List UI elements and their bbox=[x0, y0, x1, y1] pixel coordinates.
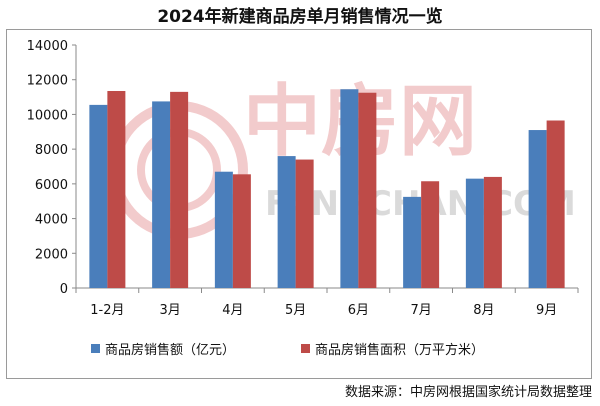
bar-series-2 bbox=[107, 90, 126, 288]
y-tick-label: 10000 bbox=[27, 108, 68, 123]
legend-swatch bbox=[301, 344, 310, 353]
chart-title: 2024年新建商品房单月销售情况一览 bbox=[157, 7, 443, 27]
bar-chart: 中房网FANGCHAN.COM 020004000600080001000012… bbox=[27, 39, 579, 358]
y-axis: 0 2000 4000 6000 8000 10000 12000 14000 bbox=[27, 39, 77, 297]
bar-series-1 bbox=[152, 101, 171, 289]
bar-series-1 bbox=[340, 89, 359, 288]
y-tick-label: 6000 bbox=[35, 178, 68, 193]
bar-series-2 bbox=[232, 174, 251, 288]
x-tick-label: 6月 bbox=[348, 303, 369, 318]
x-axis: 1-2月 3月 4月 5月 6月 7月 8月 9月 bbox=[75, 287, 579, 318]
x-tick-label: 4月 bbox=[222, 303, 243, 318]
legend: 商品房销售额（亿元） 商品房销售面积（万平方米） bbox=[91, 342, 484, 358]
bar-series-1 bbox=[465, 178, 484, 288]
chart-area: 中房网FANGCHAN.COM 020004000600080001000012… bbox=[6, 29, 592, 379]
legend-label: 商品房销售面积（万平方米） bbox=[315, 342, 484, 358]
x-tick-label: 5月 bbox=[285, 303, 306, 318]
bar-series-1 bbox=[89, 104, 108, 288]
bars bbox=[89, 89, 565, 289]
y-tick-label: 12000 bbox=[27, 74, 68, 89]
x-tick-label: 8月 bbox=[473, 303, 494, 318]
bar-series-2 bbox=[421, 181, 440, 288]
bar-series-2 bbox=[358, 92, 377, 288]
bar-series-2 bbox=[170, 91, 189, 288]
x-tick-label: 7月 bbox=[410, 303, 431, 318]
y-tick-label: 8000 bbox=[35, 143, 68, 158]
y-tick-label: 0 bbox=[60, 282, 68, 297]
x-tick-label: 1-2月 bbox=[90, 303, 124, 318]
legend-swatch bbox=[91, 344, 100, 353]
y-tick-label: 2000 bbox=[35, 247, 68, 262]
bar-series-1 bbox=[277, 156, 296, 288]
x-tick-label: 9月 bbox=[536, 303, 557, 318]
data-source-note: 数据来源：中房网根据国家统计局数据整理 bbox=[344, 385, 592, 400]
bar-series-2 bbox=[546, 120, 565, 288]
x-tick-label: 3月 bbox=[159, 303, 180, 318]
bar-series-1 bbox=[214, 171, 233, 288]
legend-label: 商品房销售额（亿元） bbox=[105, 342, 235, 358]
y-tick-label: 14000 bbox=[27, 39, 68, 54]
bar-series-2 bbox=[295, 159, 314, 288]
y-tick-label: 4000 bbox=[35, 213, 68, 228]
bar-series-1 bbox=[403, 196, 422, 288]
bar-series-2 bbox=[483, 176, 502, 288]
bar-series-1 bbox=[528, 130, 547, 288]
